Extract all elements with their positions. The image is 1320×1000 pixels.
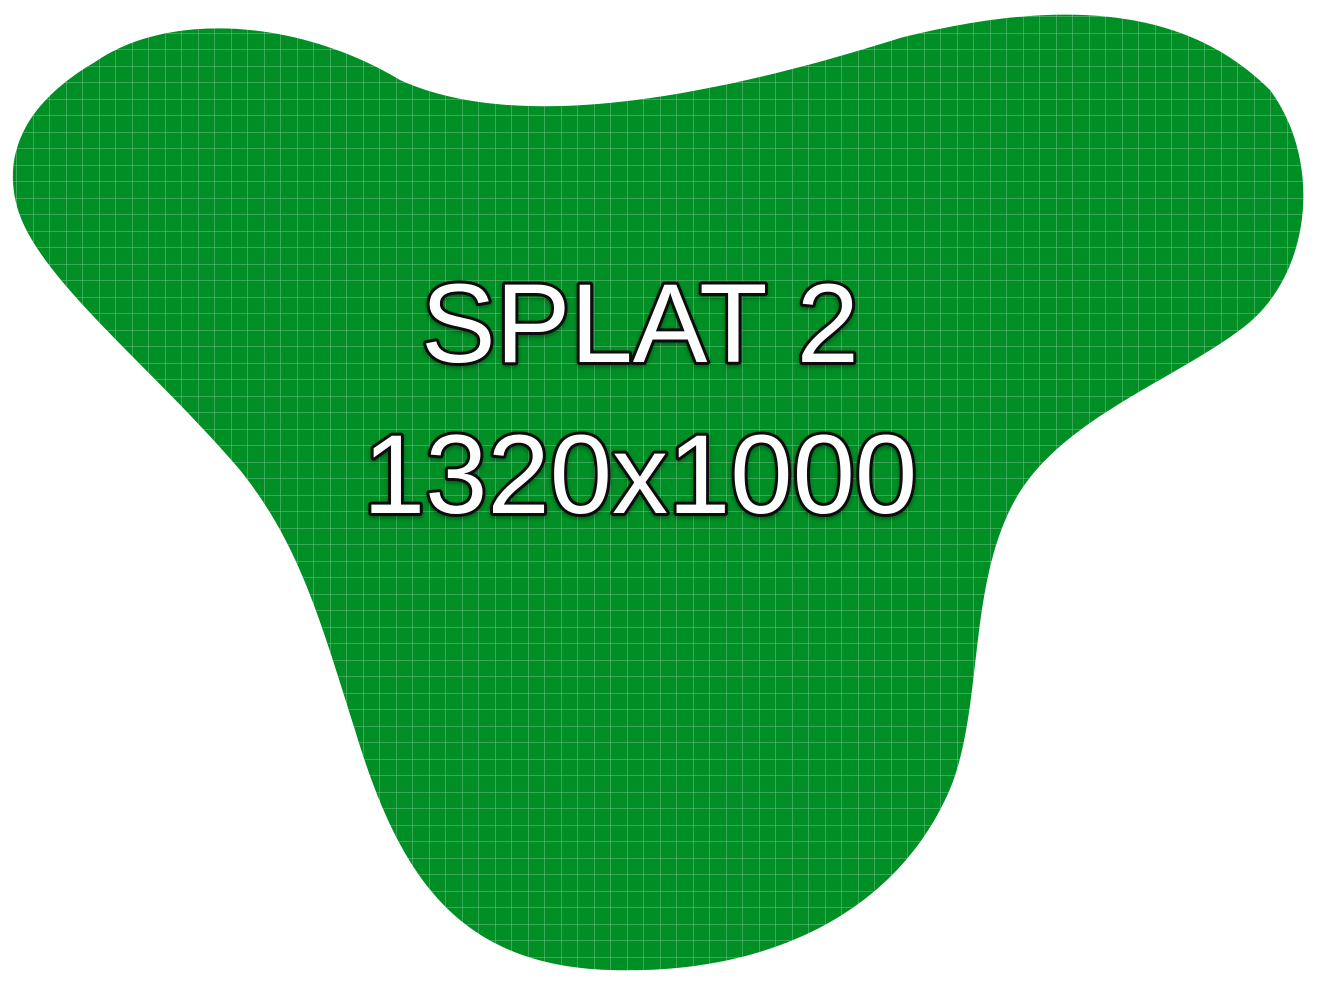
- placeholder-title-line-2: 1320x1000: [363, 412, 917, 537]
- splat-grid: [12, 14, 1304, 971]
- placeholder-title-line-1: SPLAT 2: [421, 261, 859, 386]
